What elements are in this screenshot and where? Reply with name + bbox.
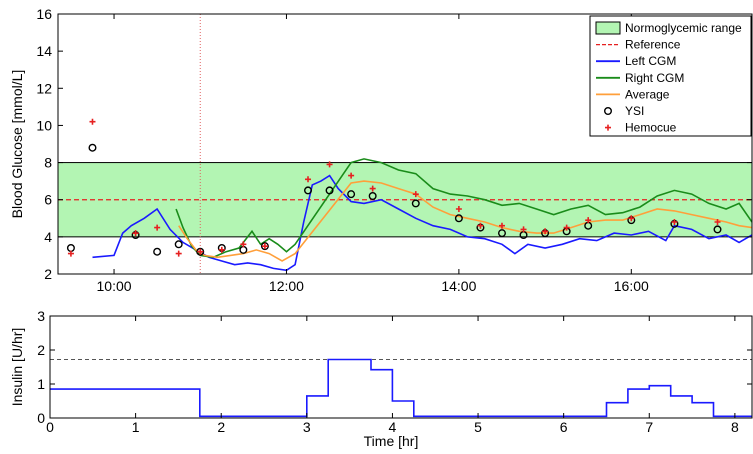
ysi-point	[66, 243, 75, 252]
legend-label: Right CGM	[625, 71, 684, 85]
ysi-point	[325, 186, 334, 195]
x-tick-label: 7	[645, 419, 653, 435]
legend: Normoglycemic range Reference Left CGM Righ…	[589, 15, 752, 137]
hemocue-point	[498, 222, 505, 229]
y-tick-label: 0	[37, 410, 45, 426]
y-tick-label: 2	[44, 266, 52, 282]
hemocue-point	[671, 219, 678, 225]
x-tick-label: 0	[46, 419, 54, 435]
y-tick-label: 14	[36, 43, 52, 59]
legend-box	[589, 15, 752, 137]
hemocue-point	[714, 219, 721, 225]
y-tick-label: 3	[37, 308, 45, 324]
ysi-point	[239, 245, 248, 254]
x-tick-label: 5	[474, 419, 482, 435]
hemocue-point	[585, 217, 592, 224]
hemocue-point	[175, 250, 182, 257]
ysi-point	[411, 199, 420, 208]
insulin-plot-frame	[49, 315, 753, 419]
hemocue-point	[154, 224, 161, 231]
insulin-series-line	[50, 358, 752, 418]
hemocue-point	[261, 243, 268, 250]
legend-label: Reference	[625, 38, 681, 52]
hemocue-point	[542, 228, 549, 235]
hemocue-point	[412, 191, 419, 198]
y-tick-label: 2	[37, 342, 45, 358]
glucose-plot: 10:00 12:00 14:00 16:00 2 4 6 8 10 12 14 16 Blood Gl…	[9, 6, 753, 294]
legend-label: Left CGM	[625, 54, 676, 68]
legend-swatch	[595, 21, 621, 35]
hemocue-point	[197, 248, 204, 255]
ysi-point	[174, 240, 183, 249]
hemocue-point	[348, 172, 355, 179]
ysi-point	[153, 247, 162, 256]
x-axis-label: Time [hr]	[364, 433, 419, 449]
legend-label: Normoglycemic range	[625, 21, 742, 35]
hemocue-point	[218, 246, 225, 253]
x-tick-label: 8	[731, 419, 739, 435]
y-axis-label: Insulin [U/hr]	[9, 328, 25, 407]
ysi-point	[368, 191, 377, 200]
x-tick-label: 4	[389, 419, 397, 435]
y-tick-label: 1	[37, 376, 45, 392]
ysi-point	[196, 247, 205, 256]
right-cgm-series-line	[175, 158, 752, 259]
x-tick-label: 6	[560, 419, 568, 435]
hemocue-point	[369, 185, 376, 192]
ysi-point	[304, 186, 313, 195]
hemocue-point	[326, 161, 333, 168]
series-group	[66, 118, 752, 272]
legend-swatch	[604, 106, 613, 115]
hemocue-point	[240, 241, 247, 248]
hemocue-point	[305, 176, 312, 183]
hemocue-point	[520, 226, 527, 233]
x-tick-label: 16:00	[614, 278, 649, 294]
y-tick-label: 12	[36, 80, 52, 96]
average-series-line	[178, 180, 752, 262]
hemocue-point	[132, 230, 139, 237]
hemocue-point	[67, 250, 74, 257]
x-tick-label: 10:00	[97, 278, 132, 294]
legend-label: Average	[625, 87, 670, 101]
plot-frame	[57, 13, 753, 275]
y-axis-label: Blood Glucose [mmol/L]	[9, 70, 25, 219]
y-tick-label: 8	[44, 155, 52, 171]
x-tick-label: 3	[303, 419, 311, 435]
x-tick-label: 2	[217, 419, 225, 435]
ysi-point	[454, 214, 463, 223]
ysi-point	[497, 229, 506, 238]
ysi-point	[347, 190, 356, 199]
y-tick-label: 6	[44, 192, 52, 208]
y-tick-label: 10	[36, 117, 52, 133]
y-tick-label: 4	[44, 229, 52, 245]
legend-swatch	[605, 124, 611, 131]
hemocue-point	[477, 222, 484, 229]
x-tick-label: 12:00	[269, 278, 304, 294]
ysi-point	[713, 225, 722, 234]
insulin-plot: 0 1 2 3 4 5 6 7 8 0 1 2 3 Insulin [U/hr] Time [hr]	[9, 308, 753, 449]
hemocue-point	[89, 118, 96, 125]
x-tick-label: 1	[132, 419, 140, 435]
ysi-point	[88, 143, 97, 152]
x-tick-label: 14:00	[441, 278, 476, 294]
hemocue-point	[563, 224, 570, 231]
hemocue-point	[628, 215, 635, 222]
y-tick-label: 16	[36, 6, 52, 22]
hemocue-point	[455, 206, 462, 212]
legend-label: YSI	[625, 104, 644, 118]
legend-label: Hemocue	[625, 121, 677, 135]
ysi-point	[260, 242, 269, 251]
